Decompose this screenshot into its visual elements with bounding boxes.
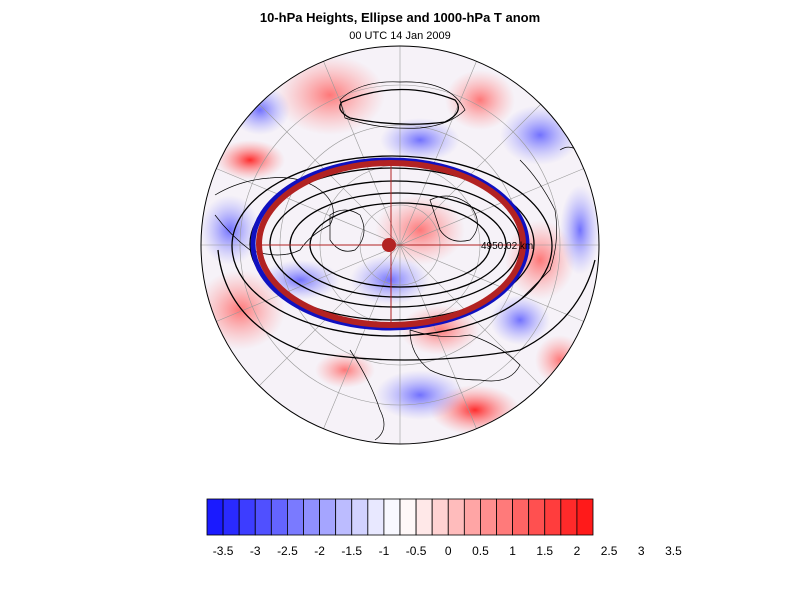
colorbar-box — [447, 498, 465, 536]
ellipse-center-dot — [382, 238, 396, 252]
colorbar-tick-label: 3.5 — [665, 544, 682, 558]
colorbar-labels: -3.5 -3 -2.5 -2 -1.5 -1 -0.5 0 0.5 1 1.5 2 2.5 3 3.5 — [213, 544, 682, 558]
colorbar-box — [303, 498, 320, 536]
colorbar-tick-label: -2 — [314, 544, 325, 558]
colorbar-box — [238, 498, 256, 536]
colorbar-box — [319, 498, 337, 536]
colorbar-box — [254, 498, 272, 536]
colorbar-tick-label: -3.5 — [213, 544, 234, 558]
colorbar-box — [528, 498, 546, 536]
globe-outline — [200, 45, 600, 445]
map-title: 10-hPa Heights, Ellipse and 1000-hPa T a… — [259, 10, 541, 25]
map-subtitle: 00 UTC 14 Jan 2009 — [349, 30, 451, 42]
colorbar-tick-label: -1 — [379, 544, 390, 558]
blue-ellipse-band — [250, 157, 530, 331]
colorbar-tick-label: -0.5 — [406, 544, 427, 558]
colorbar-box — [287, 498, 304, 536]
colorbar-box — [399, 498, 417, 536]
distance-label: 4950.02 km — [481, 241, 533, 252]
colorbar-tick-label: 3 — [638, 544, 645, 558]
colorbar-tick-label: 1 — [509, 544, 516, 558]
colorbar-tick-label: -2.5 — [277, 544, 298, 558]
colorbar-tick-label: 0 — [445, 544, 452, 558]
colorbar-box — [383, 498, 401, 536]
colorbar-box — [431, 498, 449, 536]
colorbar-box — [222, 498, 240, 536]
colorbar-box — [512, 498, 530, 536]
colorbar-tick-label: 0.5 — [472, 544, 489, 558]
colorbar-tick-label: -3 — [250, 544, 261, 558]
colorbar-box — [335, 498, 353, 536]
colorbar-box — [560, 498, 578, 536]
colorbar-box — [496, 498, 513, 536]
colorbar-box — [463, 498, 481, 536]
colorbar-box — [270, 498, 288, 536]
colorbar-box — [415, 498, 433, 536]
colorbar-box — [206, 498, 224, 536]
colorbar-box — [576, 498, 594, 536]
coastlines — [214, 81, 591, 441]
colorbar-boxes — [206, 498, 594, 536]
colorbar-box — [367, 498, 385, 536]
colorbar-tick-label: -1.5 — [341, 544, 362, 558]
colorbar-box — [480, 498, 497, 536]
colorbar-tick-label: 1.5 — [536, 544, 553, 558]
colorbar-box — [544, 498, 562, 536]
colorbar-tick-label: 2.5 — [601, 544, 618, 558]
colorbar-box — [351, 498, 369, 536]
colorbar-tick-label: 2 — [574, 544, 581, 558]
